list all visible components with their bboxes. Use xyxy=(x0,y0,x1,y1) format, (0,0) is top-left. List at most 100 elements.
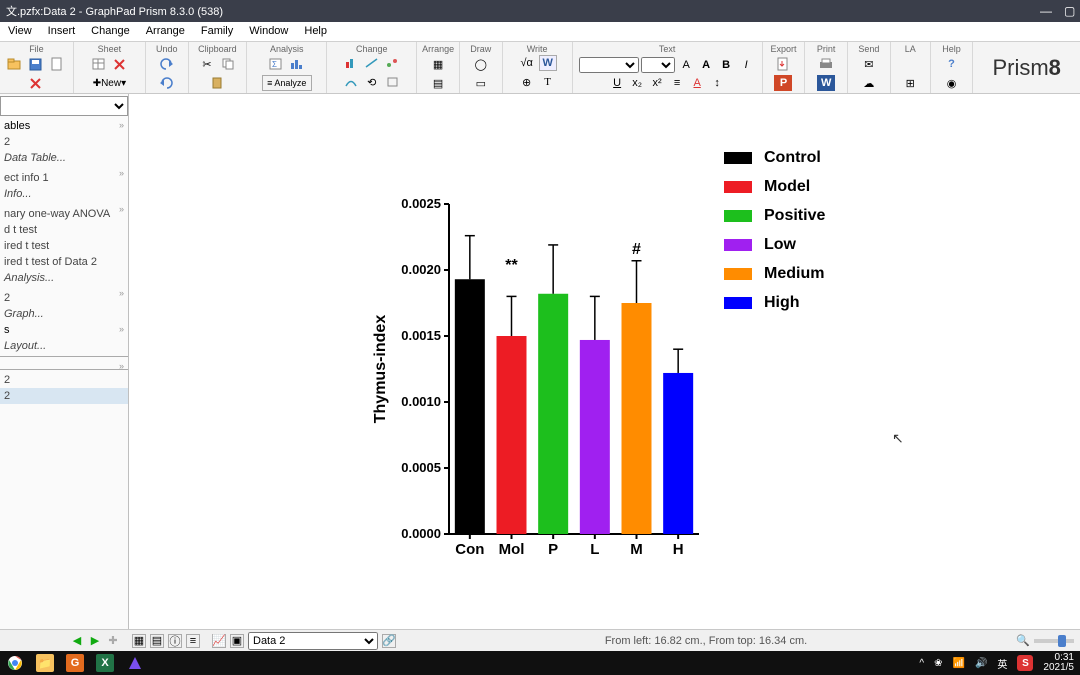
new-graph[interactable]: Graph... xyxy=(0,306,128,322)
sidebar-item-ttest3[interactable]: ired t test of Data 2 xyxy=(0,254,128,270)
maximize-button[interactable]: ▢ xyxy=(1064,6,1074,16)
undo-icon[interactable] xyxy=(158,56,176,72)
sidebar-item-graph[interactable]: 2 xyxy=(0,290,128,306)
change-icon-5[interactable]: ⟲ xyxy=(363,74,381,90)
zoom-out-icon[interactable]: 🔍 xyxy=(1016,634,1030,648)
cloud-icon[interactable]: ☁ xyxy=(860,75,878,91)
tray-volume-icon[interactable]: 🔊 xyxy=(975,658,987,669)
view-grid-icon[interactable]: ▦ xyxy=(132,634,146,648)
font-decrease-icon[interactable]: A xyxy=(677,57,695,73)
sidebar-item-anova[interactable]: nary one-way ANOVA xyxy=(0,206,128,222)
section-graphs[interactable]: » xyxy=(0,286,128,290)
sidebar-item-ttest1[interactable]: d t test xyxy=(0,222,128,238)
new-info[interactable]: Info... xyxy=(0,186,128,202)
section-layouts[interactable]: s» xyxy=(0,322,128,338)
line-spacing-icon[interactable]: ↕ xyxy=(708,75,726,91)
sidebar-item-ttest2[interactable]: ired t test xyxy=(0,238,128,254)
graph-canvas[interactable]: 0.00000.00050.00100.00150.00200.0025ConM… xyxy=(129,94,1080,629)
tray-s-icon[interactable]: S xyxy=(1017,655,1033,671)
sub-icon[interactable]: x₂ xyxy=(628,75,646,91)
sqrt-icon[interactable]: √α xyxy=(518,55,536,71)
new-data-table[interactable]: Data Table... xyxy=(0,150,128,166)
new-sheet-button[interactable]: ✚ New ▾ xyxy=(85,75,133,91)
analyze-icon[interactable]: Σ xyxy=(267,56,285,72)
italic-icon[interactable]: I xyxy=(737,57,755,73)
change-icon-6[interactable] xyxy=(384,74,402,90)
bold-icon[interactable]: B xyxy=(717,57,735,73)
nav-next-icon[interactable]: ▶ xyxy=(88,634,102,648)
tray-up-icon[interactable]: ^ xyxy=(919,658,924,669)
help-icon[interactable]: ? xyxy=(943,56,961,72)
zoom-slider[interactable] xyxy=(1034,639,1074,643)
minimize-button[interactable]: — xyxy=(1040,6,1050,16)
tray-ime[interactable]: 英 xyxy=(997,656,1007,671)
change-icon-2[interactable] xyxy=(363,55,381,71)
open-icon[interactable] xyxy=(6,56,24,72)
redo-icon[interactable] xyxy=(158,75,176,91)
view-table-icon[interactable]: ▤ xyxy=(150,634,164,648)
change-icon-1[interactable] xyxy=(342,55,360,71)
family-item-2-current[interactable]: 2 xyxy=(0,388,128,404)
section-info[interactable]: » xyxy=(0,166,128,170)
section-data-tables[interactable]: ables» xyxy=(0,118,128,134)
new-analysis[interactable]: Analysis... xyxy=(0,270,128,286)
nav-prev-icon[interactable]: ◀ xyxy=(70,634,84,648)
font-size-select[interactable] xyxy=(641,57,675,73)
menu-family[interactable]: Family xyxy=(193,22,241,41)
view-layout-icon[interactable]: ▣ xyxy=(230,634,244,648)
la-icon[interactable]: ⊞ xyxy=(901,75,919,91)
legend-entry[interactable]: Medium xyxy=(724,265,825,283)
cut-icon[interactable]: ✂ xyxy=(198,56,216,72)
analyze-button[interactable]: ≡ Analyze xyxy=(262,75,312,91)
font-increase-icon[interactable]: A xyxy=(697,57,715,73)
close-icon[interactable] xyxy=(27,75,45,91)
ppt-icon[interactable]: P xyxy=(774,75,792,91)
menu-arrange[interactable]: Arrange xyxy=(138,22,193,41)
align-icon[interactable]: ≡ xyxy=(668,75,686,91)
delete-sheet-icon[interactable] xyxy=(111,56,129,72)
legend-entry[interactable]: High xyxy=(724,294,825,312)
taskbar-app-3[interactable]: G xyxy=(66,654,84,672)
sheet-selector[interactable]: Data 2 xyxy=(248,632,378,650)
sidebar-item-data-table[interactable]: 2 xyxy=(0,134,128,150)
underline-icon[interactable]: U xyxy=(608,75,626,91)
new-layout[interactable]: Layout... xyxy=(0,338,128,354)
taskbar-app-prism[interactable] xyxy=(126,654,144,672)
word-export-icon[interactable]: W xyxy=(817,75,835,91)
font-color-icon[interactable]: A xyxy=(688,75,706,91)
legend-entry[interactable]: Model xyxy=(724,178,825,196)
save-icon[interactable] xyxy=(27,56,45,72)
sheet-icon[interactable] xyxy=(90,56,108,72)
bar-chart[interactable]: 0.00000.00050.00100.00150.00200.0025ConM… xyxy=(369,194,709,574)
copy-icon[interactable] xyxy=(219,56,237,72)
legend-entry[interactable]: Low xyxy=(724,236,825,254)
section-results[interactable]: » xyxy=(0,202,128,206)
taskbar-app-explorer[interactable]: 📁 xyxy=(36,654,54,672)
draw-icon-2[interactable]: ▭ xyxy=(472,75,490,91)
font-family-select[interactable] xyxy=(579,57,639,73)
arrange-icon-1[interactable]: ▦ xyxy=(429,56,447,72)
view-list-icon[interactable]: ≡ xyxy=(186,634,200,648)
tray-flower-icon[interactable]: ❀ xyxy=(934,658,942,669)
sup-icon[interactable]: x² xyxy=(648,75,666,91)
sidebar-item-info[interactable]: ect info 1 xyxy=(0,170,128,186)
link-icon[interactable]: 🔗 xyxy=(382,634,396,648)
menu-change[interactable]: Change xyxy=(83,22,138,41)
taskbar-app-excel[interactable]: X xyxy=(96,654,114,672)
new-doc-icon[interactable] xyxy=(48,56,66,72)
taskbar-app-chrome[interactable] xyxy=(6,654,24,672)
symbol-icon[interactable]: ⊕ xyxy=(518,74,536,90)
word-icon[interactable]: W xyxy=(539,55,557,71)
nav-add-icon[interactable]: ✚ xyxy=(106,634,120,648)
family-item-1[interactable]: 2 xyxy=(0,372,128,388)
change-icon-4[interactable] xyxy=(342,74,360,90)
text-tool-icon[interactable]: T xyxy=(539,74,557,90)
legend-entry[interactable]: Positive xyxy=(724,207,825,225)
paste-icon[interactable] xyxy=(208,75,226,91)
menu-insert[interactable]: Insert xyxy=(40,22,84,41)
tray-wifi-icon[interactable]: 📶 xyxy=(953,658,965,669)
send-icon[interactable]: ✉ xyxy=(860,56,878,72)
view-info-icon[interactable]: ⓘ xyxy=(168,634,182,648)
export-icon[interactable] xyxy=(774,56,792,72)
menu-window[interactable]: Window xyxy=(241,22,296,41)
